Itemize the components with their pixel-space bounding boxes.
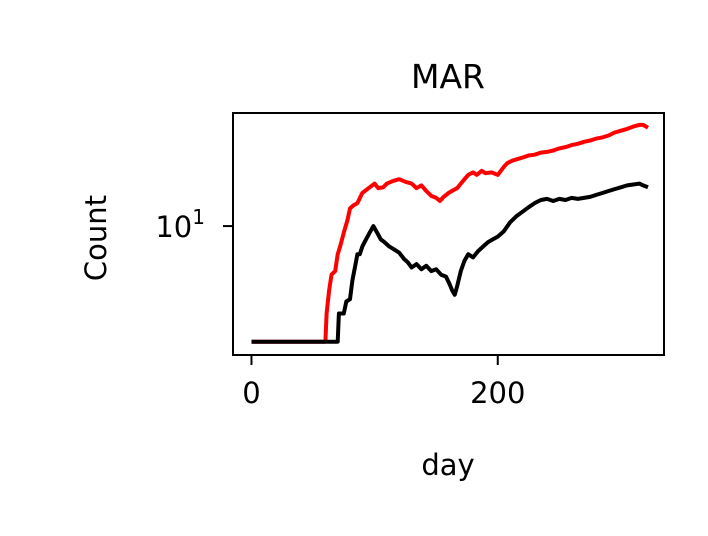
x-tick-label: 0 [242, 376, 260, 410]
y-axis-label: Count [79, 195, 113, 281]
series-layer [251, 122, 649, 344]
series-line-1 [251, 181, 649, 344]
series-line-0 [251, 122, 649, 344]
chart-title: MAR [411, 57, 485, 96]
x-axis-label: day [421, 448, 474, 482]
ticks-layer: 0 200 101 [155, 205, 525, 410]
plot-frame [232, 112, 665, 356]
x-tick-label: 200 [470, 376, 525, 410]
y-tick-label: 101 [155, 205, 205, 244]
